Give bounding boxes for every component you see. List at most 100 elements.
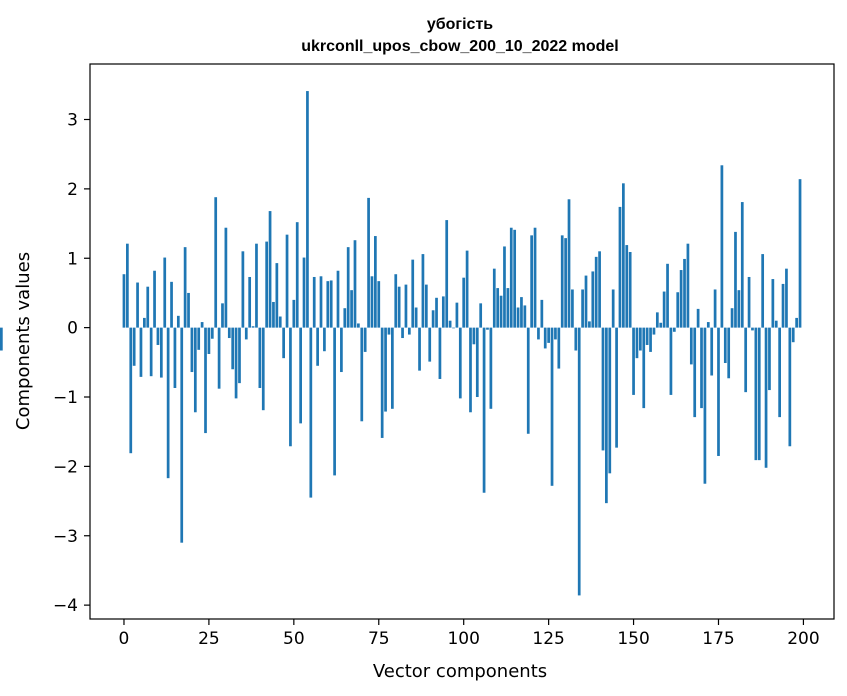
bar: [462, 277, 466, 328]
bar: [272, 301, 275, 328]
bar: [730, 308, 734, 328]
bar: [187, 292, 190, 328]
bar: [785, 268, 788, 328]
bar: [727, 327, 731, 379]
bar: [282, 327, 285, 359]
bar: [754, 327, 758, 461]
bar: [492, 268, 496, 328]
bar: [166, 327, 170, 479]
bar: [700, 327, 703, 409]
bar: [791, 327, 795, 343]
bar: [591, 271, 595, 328]
bar: [350, 290, 353, 328]
bar: [163, 257, 167, 328]
bar: [397, 286, 401, 328]
bar: [689, 327, 693, 365]
bar: [353, 240, 357, 328]
bar: [448, 320, 452, 328]
bar: [560, 235, 564, 328]
bar: [333, 327, 336, 476]
bar: [635, 327, 639, 359]
bar: [764, 327, 768, 468]
bar: [567, 199, 571, 328]
bar: [564, 238, 567, 328]
x-tick-label: 75: [368, 629, 390, 649]
x-tick-label: 175: [702, 629, 734, 649]
bar: [642, 327, 646, 409]
bar: [486, 327, 489, 330]
bar: [316, 327, 319, 366]
bar: [251, 326, 255, 328]
bar: [577, 327, 581, 596]
bar: [676, 292, 680, 328]
y-tick-label: 0: [67, 319, 78, 339]
bar: [258, 327, 262, 388]
bar: [774, 320, 778, 328]
bar: [278, 316, 282, 328]
bar: [384, 327, 387, 412]
bar: [374, 236, 377, 328]
y-axis-label: Components values: [13, 252, 34, 430]
bar: [136, 282, 139, 328]
bar: [170, 281, 173, 328]
y-tick-label: −1: [53, 388, 78, 408]
bar: [550, 327, 554, 486]
bar: [360, 327, 364, 422]
bar: [143, 317, 146, 328]
bar: [346, 247, 350, 328]
bar: [523, 305, 527, 328]
bar: [778, 327, 781, 418]
bar: [424, 284, 428, 328]
bar: [740, 202, 744, 328]
bar: [207, 327, 211, 354]
bar: [455, 302, 459, 328]
bar: [547, 327, 550, 343]
bar: [435, 297, 438, 328]
bar: [761, 254, 765, 328]
bar: [312, 276, 316, 328]
bar: [706, 322, 710, 328]
bar: [509, 227, 513, 328]
x-tick-label: 100: [447, 629, 479, 649]
x-tick-label: 125: [532, 629, 564, 649]
bar: [323, 327, 326, 352]
bar: [757, 327, 761, 461]
bar: [798, 179, 802, 328]
bar: [537, 327, 540, 340]
bars-group: [0, 91, 802, 596]
chart-title: убогість: [427, 16, 493, 33]
bar: [197, 327, 201, 350]
bar: [224, 227, 228, 328]
bar: [401, 327, 404, 339]
bar: [543, 327, 547, 349]
y-tick-label: −3: [53, 527, 78, 547]
bar: [214, 197, 218, 328]
bar: [717, 327, 720, 456]
bar: [340, 327, 343, 373]
bar: [336, 270, 340, 328]
bar: [788, 327, 792, 447]
bar: [608, 327, 612, 474]
bar: [295, 222, 299, 328]
bar: [241, 251, 245, 328]
bar: [129, 327, 133, 454]
bar: [771, 279, 775, 328]
bar: [520, 297, 523, 328]
bar: [584, 275, 588, 328]
bar: [683, 258, 686, 328]
x-tick-label: 0: [119, 629, 130, 649]
bar: [357, 323, 360, 328]
bar: [686, 243, 690, 328]
bar: [679, 270, 683, 328]
bar: [234, 327, 238, 399]
bar: [391, 327, 394, 409]
bar: [153, 270, 156, 328]
bar: [737, 290, 741, 328]
bar: [526, 327, 530, 434]
x-tick-label: 200: [787, 629, 819, 649]
bar: [159, 327, 163, 378]
bar: [530, 235, 533, 328]
bar: [710, 327, 714, 376]
